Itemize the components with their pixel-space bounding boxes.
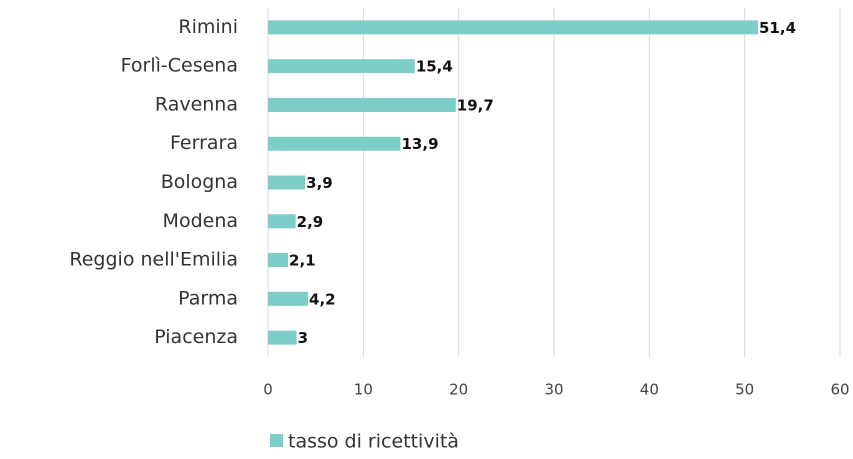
category-label: Bologna bbox=[161, 171, 238, 193]
value-label: 2,9 bbox=[297, 213, 324, 231]
bar bbox=[268, 291, 309, 306]
x-tick-label: 20 bbox=[449, 381, 468, 399]
bar bbox=[268, 20, 759, 35]
value-label: 3,9 bbox=[306, 174, 333, 192]
category-label: Piacenza bbox=[154, 326, 238, 348]
bar bbox=[268, 253, 289, 268]
category-label: Ferrara bbox=[170, 132, 238, 154]
value-label: 3 bbox=[298, 329, 308, 347]
category-label: Parma bbox=[178, 287, 238, 309]
x-tick-label: 50 bbox=[735, 381, 754, 399]
legend-label: tasso di ricettività bbox=[288, 431, 459, 453]
value-label: 15,4 bbox=[416, 58, 453, 76]
bar bbox=[268, 136, 401, 151]
x-tick-label: 0 bbox=[263, 381, 273, 399]
bar bbox=[268, 330, 297, 345]
bar bbox=[268, 97, 456, 112]
x-tick-label: 30 bbox=[544, 381, 563, 399]
category-label: Ravenna bbox=[155, 93, 238, 115]
value-label: 2,1 bbox=[289, 252, 316, 270]
x-tick-label: 60 bbox=[830, 381, 849, 399]
value-label: 13,9 bbox=[402, 135, 439, 153]
category-label: Rimini bbox=[178, 16, 238, 38]
x-tick-label: 40 bbox=[640, 381, 659, 399]
bar bbox=[268, 59, 415, 74]
bar bbox=[268, 214, 296, 229]
legend-swatch bbox=[270, 434, 283, 447]
category-label: Modena bbox=[163, 210, 238, 232]
category-label: Reggio nell'Emilia bbox=[69, 249, 238, 271]
x-tick-label: 10 bbox=[354, 381, 373, 399]
bar bbox=[268, 175, 306, 190]
value-label: 51,4 bbox=[759, 19, 796, 37]
category-label: Forlì-Cesena bbox=[121, 55, 238, 77]
value-label: 4,2 bbox=[309, 290, 336, 308]
value-label: 19,7 bbox=[457, 96, 494, 114]
